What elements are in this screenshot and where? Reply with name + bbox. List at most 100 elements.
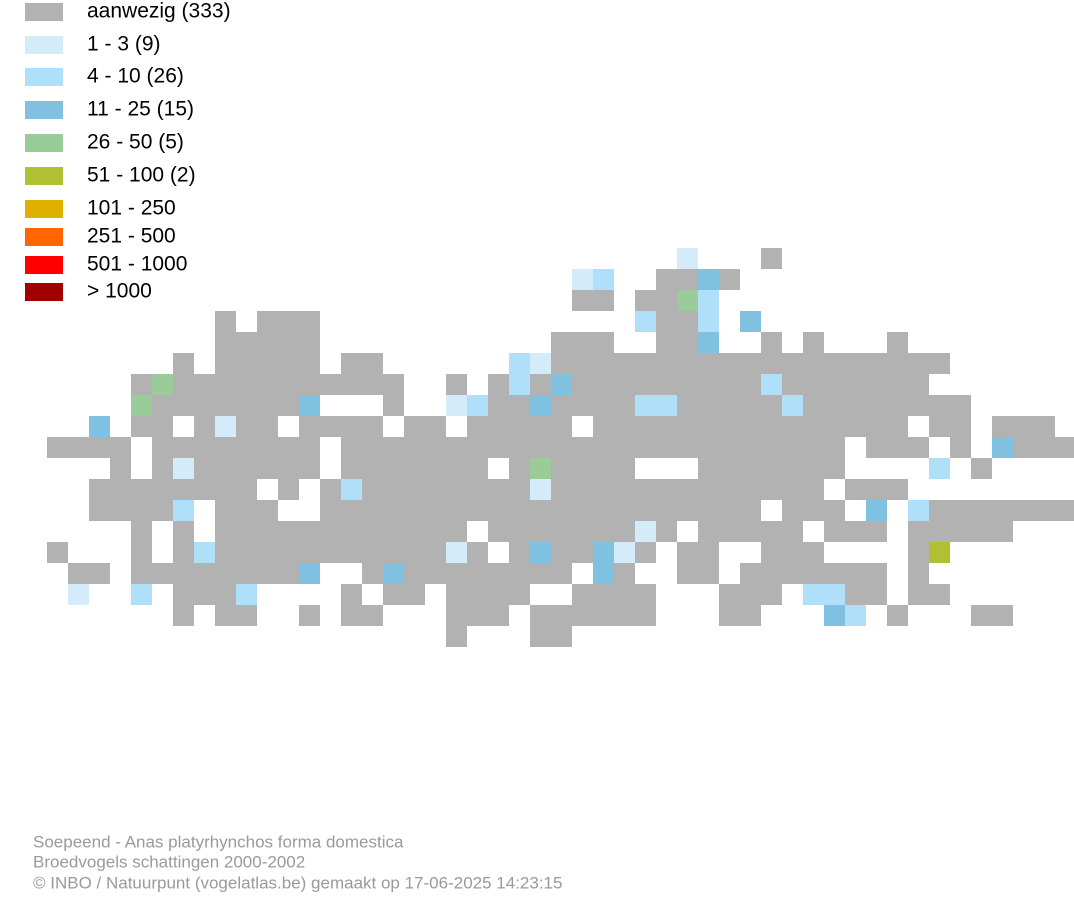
grid-cell [593,584,614,605]
grid-cell [446,458,467,479]
grid-cell [278,395,299,416]
grid-cell [488,500,509,521]
grid-cell [761,542,782,563]
grid-cell [299,458,320,479]
legend-swatch [25,256,63,274]
grid-cell [404,416,425,437]
grid-cell [341,416,362,437]
grid-cell [656,395,677,416]
grid-cell [950,416,971,437]
grid-cell [635,416,656,437]
grid-cell [593,437,614,458]
grid-cell [530,416,551,437]
grid-cell [320,374,341,395]
grid-cell [383,584,404,605]
grid-cell [677,311,698,332]
grid-cell [1034,500,1055,521]
legend-swatch [25,283,63,301]
grid-cell [236,542,257,563]
grid-cell [761,332,782,353]
legend-swatch [25,167,63,185]
grid-cell [824,584,845,605]
grid-cell [572,605,593,626]
grid-cell [446,584,467,605]
grid-cell [488,563,509,584]
grid-cell [866,395,887,416]
grid-cell [572,353,593,374]
grid-cell [215,395,236,416]
grid-cell [761,521,782,542]
grid-cell [572,542,593,563]
grid-cell [593,395,614,416]
grid-cell [362,563,383,584]
grid-cell [236,395,257,416]
grid-cell [845,479,866,500]
grid-cell [635,500,656,521]
grid-cell [656,437,677,458]
grid-cell [698,542,719,563]
grid-cell [383,374,404,395]
grid-cell [446,395,467,416]
grid-cell [698,437,719,458]
grid-cell [299,605,320,626]
grid-cell [362,353,383,374]
grid-cell [425,542,446,563]
grid-cell [320,500,341,521]
legend-label: 101 - 250 [87,197,176,220]
grid-cell [740,521,761,542]
grid-cell [278,374,299,395]
grid-cell [383,458,404,479]
grid-cell [614,563,635,584]
legend-swatch [25,101,63,119]
legend-label: 251 - 500 [87,225,176,248]
grid-cell [530,458,551,479]
grid-cell [551,605,572,626]
grid-cell [824,458,845,479]
grid-cell [719,374,740,395]
grid-cell [257,458,278,479]
grid-cell [236,374,257,395]
grid-cell [572,521,593,542]
grid-cell [677,437,698,458]
grid-cell [908,542,929,563]
grid-cell [782,353,803,374]
grid-cell [299,332,320,353]
grid-cell [257,437,278,458]
grid-cell [803,479,824,500]
grid-cell [152,437,173,458]
grid-cell [824,521,845,542]
grid-cell [908,563,929,584]
grid-cell [152,395,173,416]
grid-cell [299,542,320,563]
grid-cell [215,332,236,353]
grid-cell [887,416,908,437]
legend-label: 1 - 3 (9) [87,33,161,56]
grid-cell [572,290,593,311]
grid-cell [215,416,236,437]
grid-cell [152,563,173,584]
grid-cell [89,437,110,458]
grid-cell [152,374,173,395]
grid-cell [614,521,635,542]
grid-cell [866,563,887,584]
grid-cell [761,395,782,416]
grid-cell [383,500,404,521]
grid-cell [614,416,635,437]
legend-label: 26 - 50 (5) [87,131,184,154]
grid-cell [551,563,572,584]
grid-cell [173,353,194,374]
grid-cell [194,584,215,605]
grid-cell [404,458,425,479]
grid-cell [824,437,845,458]
grid-cell [257,353,278,374]
grid-cell [824,500,845,521]
grid-cell [425,416,446,437]
grid-cell [698,353,719,374]
grid-cell [425,521,446,542]
legend-swatch [25,200,63,218]
grid-cell [341,374,362,395]
grid-cell [467,542,488,563]
grid-cell [719,458,740,479]
grid-cell [698,374,719,395]
grid-cell [866,584,887,605]
